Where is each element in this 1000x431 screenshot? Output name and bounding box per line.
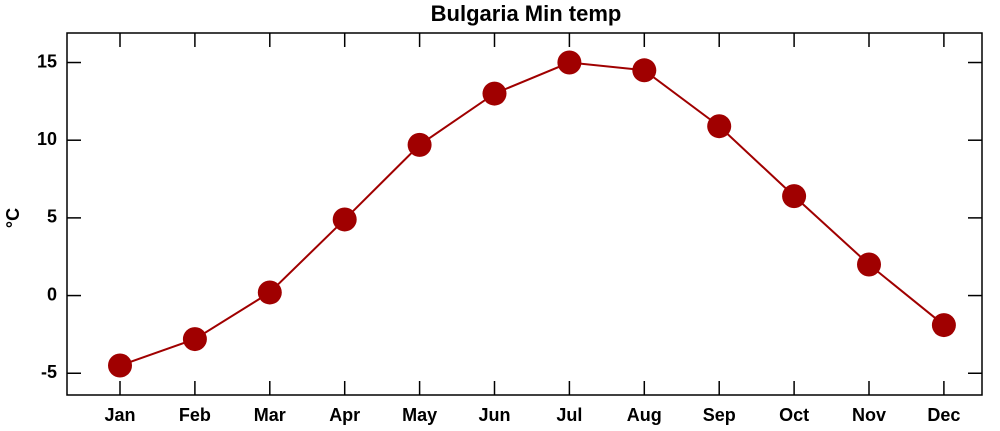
point [482,81,507,106]
point [557,50,582,75]
series-line [119,61,945,367]
x-tick-label: Feb [179,405,211,425]
point [857,252,881,277]
y-tick-label: -5 [41,362,57,382]
point [332,207,357,232]
plot-frame [66,32,983,396]
point [257,280,282,305]
point [931,313,956,338]
point [632,58,657,83]
x-tick-label: Jun [478,405,510,425]
x-tick-label: Mar [254,405,286,425]
x-tick-label: Dec [927,405,960,425]
x-tick-label: Nov [852,405,886,425]
y-tick-label: 15 [37,51,57,71]
x-tick-label: May [402,405,437,425]
point [407,132,432,157]
x-tick-label: Aug [627,405,662,425]
y-axis-label: °C [3,208,23,228]
x-tick-label: Apr [329,405,360,425]
y-tick-label: 5 [47,207,57,227]
x-tick-label: Jul [556,405,582,425]
point [108,353,132,378]
point [182,327,207,352]
chart-title: Bulgaria Min temp [431,1,622,26]
point [782,184,807,209]
x-tick-label: Jan [104,405,135,425]
x-tick-label: Sep [703,405,736,425]
x-tick-label: Oct [779,405,809,425]
y-tick-label: 0 [47,284,57,304]
point [707,114,732,139]
y-tick-label: 10 [37,129,57,149]
